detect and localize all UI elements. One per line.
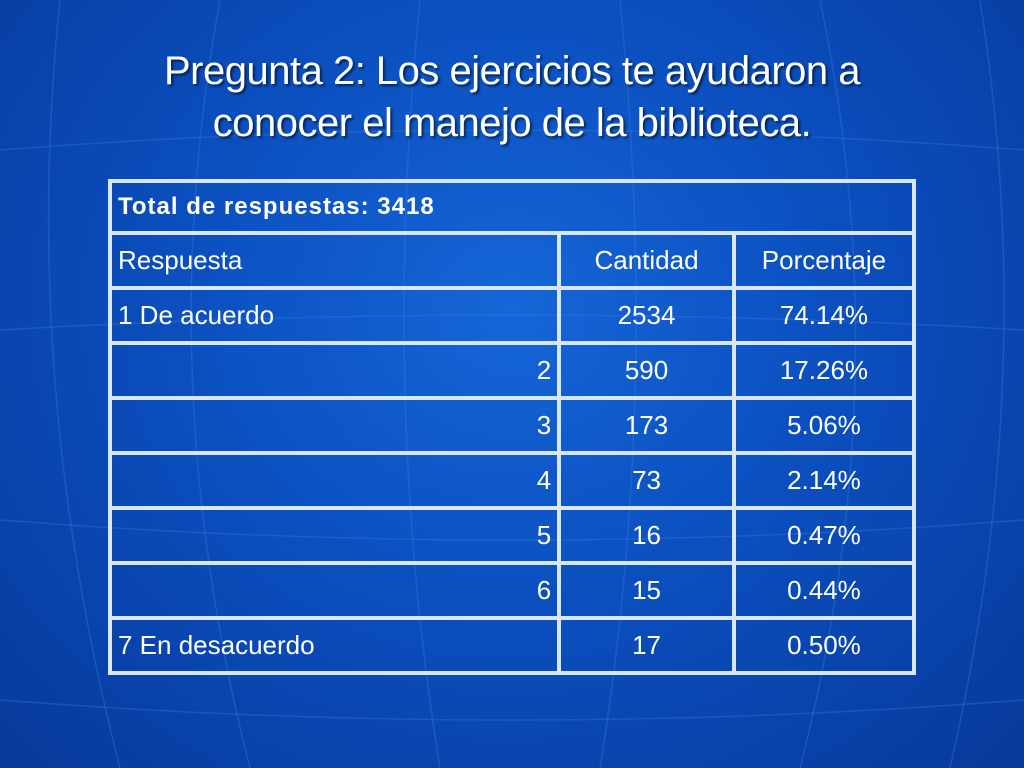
cantidad-cell: 73 <box>559 453 734 508</box>
respuesta-cell: 4 <box>110 453 560 508</box>
respuesta-cell: 5 <box>110 508 560 563</box>
total-label: Total de respuestas: <box>118 193 370 220</box>
header-row: Respuesta Cantidad Porcentaje <box>110 233 914 288</box>
respuesta-cell: 7 En desacuerdo <box>110 618 560 673</box>
total-row: Total de respuestas: 3418 <box>110 181 914 233</box>
table-row: 4 73 2.14% <box>110 453 914 508</box>
respuesta-cell: 2 <box>110 343 560 398</box>
porcentaje-cell: 0.44% <box>733 563 914 618</box>
title-line-1: Pregunta 2: Los ejercicios te ayudaron a <box>164 49 861 93</box>
porcentaje-cell: 0.50% <box>733 618 914 673</box>
table-row: 6 15 0.44% <box>110 563 914 618</box>
respuesta-cell: 6 <box>110 563 560 618</box>
header-respuesta: Respuesta <box>110 233 560 288</box>
cantidad-cell: 590 <box>559 343 734 398</box>
cantidad-cell: 173 <box>559 398 734 453</box>
title-line-2: conocer el manejo de la biblioteca. <box>212 101 812 145</box>
results-table: Total de respuestas: 3418 Respuesta Cant… <box>108 179 916 675</box>
slide-title: Pregunta 2: Los ejercicios te ayudaron a… <box>0 45 1024 149</box>
porcentaje-cell: 17.26% <box>733 343 914 398</box>
table-row: 7 En desacuerdo 17 0.50% <box>110 618 914 673</box>
cantidad-cell: 15 <box>559 563 734 618</box>
header-cantidad: Cantidad <box>559 233 734 288</box>
cantidad-cell: 2534 <box>559 288 734 343</box>
cantidad-cell: 17 <box>559 618 734 673</box>
respuesta-cell: 3 <box>110 398 560 453</box>
porcentaje-cell: 0.47% <box>733 508 914 563</box>
table-row: 3 173 5.06% <box>110 398 914 453</box>
table-row: 5 16 0.47% <box>110 508 914 563</box>
porcentaje-cell: 5.06% <box>733 398 914 453</box>
porcentaje-cell: 74.14% <box>733 288 914 343</box>
total-responses-cell: Total de respuestas: 3418 <box>110 181 914 233</box>
respuesta-cell: 1 De acuerdo <box>110 288 560 343</box>
header-porcentaje: Porcentaje <box>733 233 914 288</box>
cantidad-cell: 16 <box>559 508 734 563</box>
porcentaje-cell: 2.14% <box>733 453 914 508</box>
total-value: 3418 <box>377 193 435 220</box>
table-row: 1 De acuerdo 2534 74.14% <box>110 288 914 343</box>
table-row: 2 590 17.26% <box>110 343 914 398</box>
